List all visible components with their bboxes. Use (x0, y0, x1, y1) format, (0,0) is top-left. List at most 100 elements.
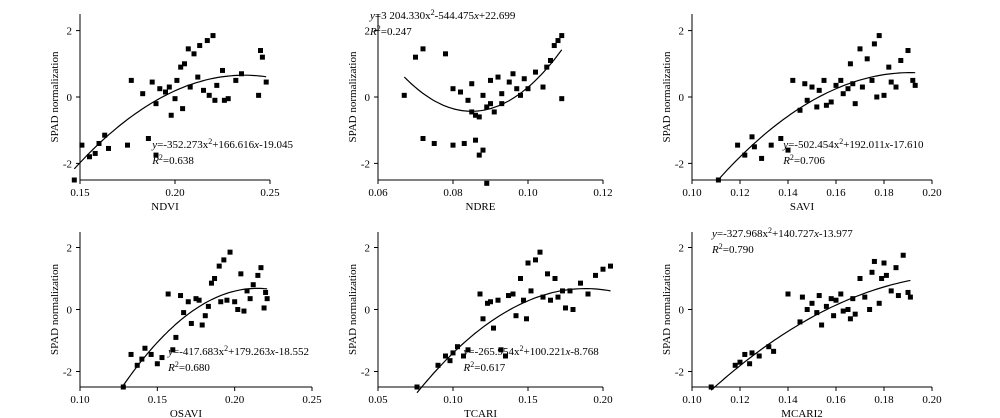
data-point (862, 294, 868, 300)
data-point (816, 293, 822, 299)
panel-ndre: 0.06 0.08 0.10 0.12 -2 0 2 NDRE SPAD normalizati… (347, 8, 613, 213)
y-tick-label: -2 (361, 367, 370, 379)
data-point (563, 305, 568, 311)
data-point (555, 294, 561, 300)
r-squared-symbol: R (711, 244, 719, 256)
data-point (174, 77, 180, 83)
data-point (473, 137, 478, 143)
superscript-2: 2 (520, 344, 524, 353)
data-point (850, 296, 856, 302)
data-point (233, 77, 239, 83)
data-point (859, 84, 865, 90)
data-point (480, 147, 486, 153)
data-point (525, 86, 531, 92)
x-tick-label: 0.15 (70, 187, 90, 199)
data-point (871, 258, 877, 264)
data-point (747, 361, 753, 367)
y-tick-label: 0 (365, 92, 371, 104)
fit-curve (403, 49, 563, 112)
r-squared: R2=0.638 (151, 153, 194, 167)
data-point (450, 86, 456, 92)
x-tick-label: 0.18 (874, 187, 894, 199)
data-point (905, 289, 911, 295)
data-point (435, 362, 441, 368)
equation-part: =-352.273x (157, 139, 209, 151)
y-tick-label: 0 (679, 92, 685, 104)
data-point (819, 322, 825, 328)
data-point (879, 276, 885, 281)
data-point (759, 155, 765, 161)
data-point (506, 79, 512, 85)
data-point (443, 51, 448, 57)
data-point (533, 69, 538, 75)
data-point (514, 86, 520, 92)
data-point (239, 71, 244, 77)
fit-curve (717, 72, 916, 181)
data-point (225, 96, 231, 102)
y-axis-label: SPAD normalization (661, 264, 673, 355)
data-point (188, 320, 194, 326)
data-point (87, 154, 92, 160)
data-point (608, 263, 613, 269)
y-tick-label: 2 (67, 243, 73, 255)
data-point (778, 136, 784, 141)
data-point (869, 269, 875, 275)
x-tick-label: 0.18 (874, 394, 894, 406)
y-tick-label: -2 (675, 158, 684, 170)
data-point (874, 94, 880, 100)
r-squared-symbol: R (151, 155, 159, 167)
data-point (120, 384, 126, 390)
r-squared-value: =0.617 (474, 362, 505, 374)
data-point (715, 177, 721, 183)
data-point (498, 347, 504, 353)
equation-part: x (813, 228, 819, 240)
x-tick-label: 0.14 (778, 187, 798, 199)
data-point (840, 91, 846, 97)
data-point (165, 291, 171, 297)
data-point (867, 307, 873, 312)
data-point (910, 77, 916, 83)
data-point (201, 87, 206, 93)
superscript-2: 2 (768, 226, 772, 235)
data-point (139, 356, 145, 362)
data-point (491, 325, 496, 331)
x-tick-label: 0.10 (682, 394, 702, 406)
data-point (585, 291, 591, 297)
data-point (128, 351, 134, 357)
y-axis-label: SPAD normalization (49, 264, 61, 355)
equation-part: y (782, 139, 788, 151)
data-point (816, 87, 822, 93)
data-point (732, 362, 738, 368)
fit-curve (122, 287, 268, 386)
data-point (900, 252, 906, 258)
y-tick-label: -2 (361, 158, 370, 170)
data-point (153, 101, 159, 107)
superscript-2: 2 (719, 242, 723, 251)
x-tick-label: 0.12 (593, 187, 612, 199)
data-point (232, 299, 238, 305)
data-point (768, 142, 774, 148)
data-point (212, 276, 218, 281)
equation-part: +22.699 (479, 10, 516, 22)
data-point (551, 43, 557, 49)
data-point (847, 61, 853, 67)
data-point (823, 303, 829, 309)
data-point (178, 293, 184, 299)
equation-part: -18.552 (275, 346, 309, 358)
x-tick-label: 0.15 (518, 394, 538, 406)
data-point (833, 82, 839, 88)
data-point (905, 48, 911, 54)
data-point (199, 322, 205, 328)
data-point (154, 361, 160, 367)
fit-equation: y=-417.683x2+179.263x-18.552 (167, 344, 309, 358)
data-point (907, 294, 913, 300)
data-point (473, 112, 478, 118)
x-tick-label: 0.16 (826, 394, 846, 406)
data-point (168, 112, 174, 118)
data-point (185, 46, 191, 52)
data-point (893, 265, 899, 271)
equation-part: -17.610 (890, 139, 924, 151)
data-point (420, 46, 426, 52)
equation-part: x (564, 346, 570, 358)
